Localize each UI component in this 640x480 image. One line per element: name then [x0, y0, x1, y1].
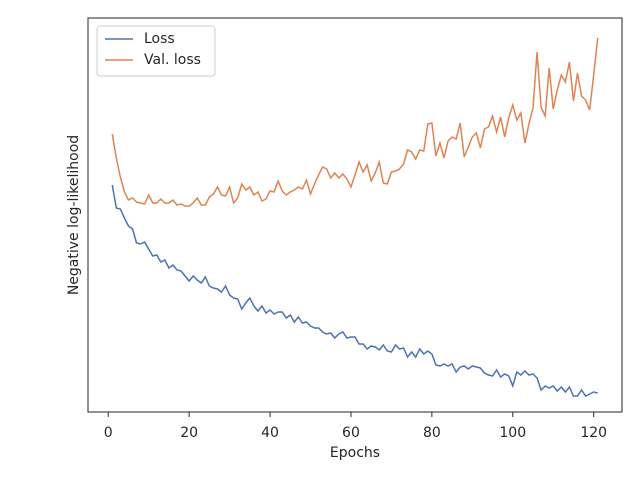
legend-label: Loss — [144, 31, 175, 47]
plot-frame — [87, 17, 623, 413]
legend-label: Val. loss — [144, 52, 201, 68]
x-tick-label: 80 — [423, 425, 441, 441]
x-tick-label: 100 — [499, 425, 526, 441]
x-tick-label: 60 — [342, 425, 360, 441]
x-tick-label: 0 — [104, 425, 113, 441]
x-tick-label: 40 — [261, 425, 279, 441]
line-series — [111, 184, 598, 397]
line-series — [111, 37, 599, 207]
y-axis-label: Negative log-likelihood — [66, 135, 82, 295]
x-tick-label: 20 — [180, 425, 198, 441]
x-tick-label: 120 — [580, 425, 607, 441]
x-axis-label: Epochs — [330, 445, 380, 461]
